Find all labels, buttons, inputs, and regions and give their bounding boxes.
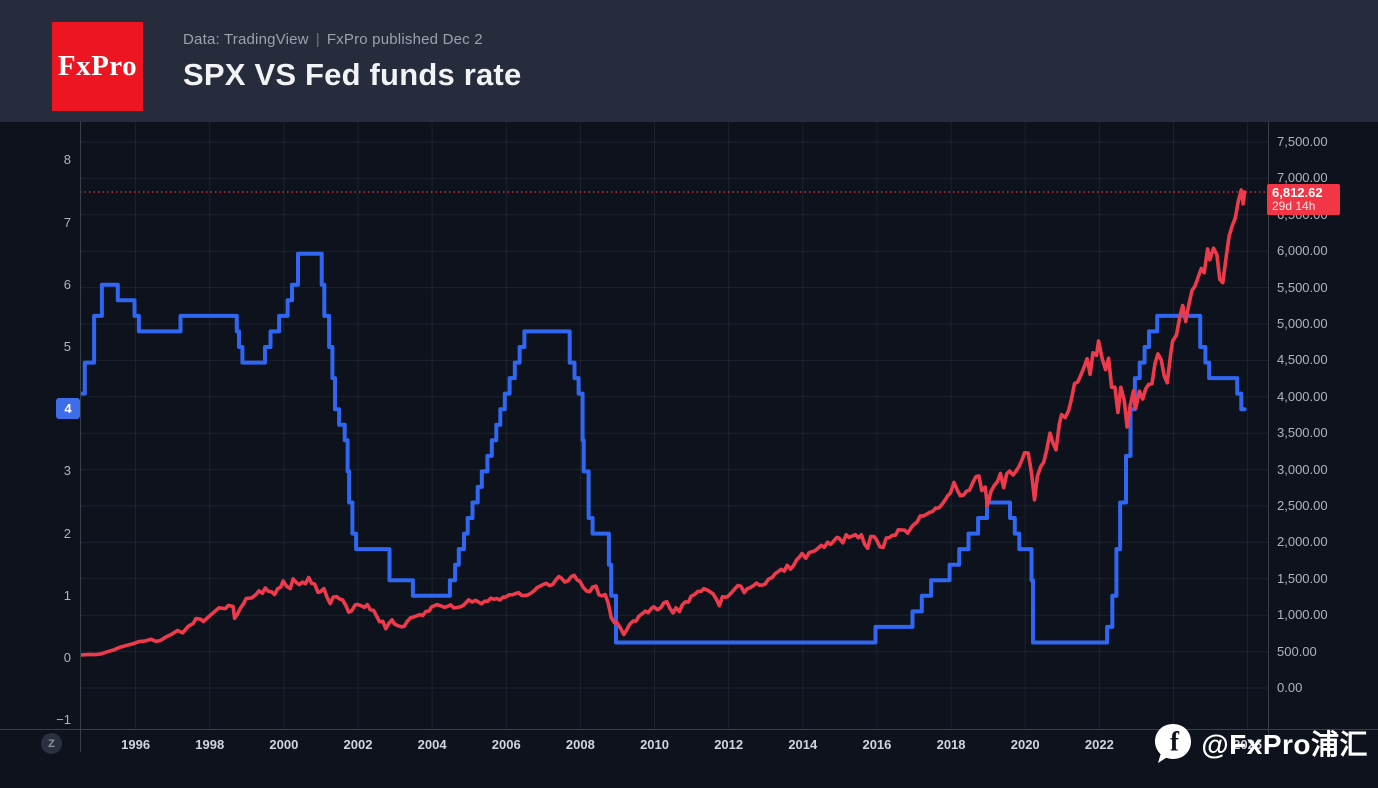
time-axis-tick: 1998 [195,737,225,752]
time-axis-tick: 2000 [269,737,299,752]
spx-line[interactable] [80,188,1247,657]
watermark-handle: @FxPro浦汇 [1201,729,1368,760]
right-axis-tick: 5,500.00 [1277,279,1328,295]
time-axis-tick: 2014 [788,737,818,752]
watermark: f @FxPro浦汇 [1153,722,1368,764]
right-axis-separator [1268,122,1269,752]
fxpro-logo: FxPro [52,22,143,111]
time-axis-tick: 2018 [936,737,966,752]
right-axis-tick: 2,000.00 [1277,534,1328,550]
right-axis-tick: 1,000.00 [1277,607,1328,623]
time-axis-tick: 1996 [121,737,151,752]
time-axis-tick: 2006 [491,737,521,752]
time-axis-tick: 2026 [1233,737,1263,752]
svg-text:f: f [1170,727,1180,757]
time-axis-tick: 2002 [343,737,373,752]
left-axis-tick: 7 [63,214,71,230]
gridlines [80,122,1268,729]
subtitle-separator: | [315,31,320,48]
time-axis-tick: 2004 [417,737,447,752]
right-axis-tick: 4,000.00 [1277,388,1328,404]
bar-countdown: 29d 14h [1272,199,1316,213]
time-axis-tick: 2012 [714,737,744,752]
last-price-value: 6,812.62 [1272,185,1323,200]
left-axis-tick: 2 [63,525,71,541]
right-axis-tick: 6,000.00 [1277,243,1328,259]
left-axis-tick: 3 [63,463,71,479]
time-axis-tick: 2010 [640,737,669,752]
fed-rate-axis-badge: 4 [56,398,80,419]
time-axis-tick: 2020 [1010,737,1040,752]
right-axis-tick: 0.00 [1277,680,1303,695]
left-axis-tick: 6 [63,276,71,292]
page-title: SPX VS Fed funds rate [183,57,522,92]
time-axis-tick: 2016 [862,737,892,752]
fxpro-logo-text: FxPro [57,50,138,82]
left-axis-separator [80,122,81,752]
published-label: FxPro published Dec 2 [326,31,483,48]
left-axis-tick: 8 [63,152,71,168]
right-axis-tick: 3,500.00 [1277,425,1328,441]
fed-funds-line[interactable] [80,251,1247,645]
right-axis-tick: 7,500.00 [1277,134,1328,149]
time-axis-separator [0,729,1378,730]
right-axis-tick: 5,000.00 [1277,316,1328,331]
time-axis-tick: 2022 [1084,737,1114,752]
time-axis-tick: 2008 [565,737,595,752]
left-axis-tick: −1 [56,712,71,728]
right-axis-tick: 4,500.00 [1277,352,1328,368]
right-axis-tick: 3,000.00 [1277,461,1328,477]
fxpro-chat-bubble-f-icon: f [1155,724,1192,763]
left-axis-tick: 1 [63,587,71,603]
left-axis-tick: 0 [63,650,71,665]
timezone-button[interactable]: Z [41,733,62,754]
chart-subtitle: Data: TradingView | FxPro published Dec 2 [183,31,521,48]
right-axis-tick: 500.00 [1277,643,1317,659]
header-bar: FxPro Data: TradingView | FxPro published … [0,0,1378,122]
left-axis-tick: 5 [63,339,71,354]
data-source-label: Data: TradingView [183,31,309,48]
header-texts: Data: TradingView | FxPro published Dec 2 … [183,31,521,93]
right-axis-tick: 2,500.00 [1277,498,1328,513]
last-price-axis-badge: 6,812.62 29d 14h [1267,184,1340,215]
right-axis-tick: 1,500.00 [1277,570,1328,586]
right-axis-tick: 7,000.00 [1277,170,1328,186]
